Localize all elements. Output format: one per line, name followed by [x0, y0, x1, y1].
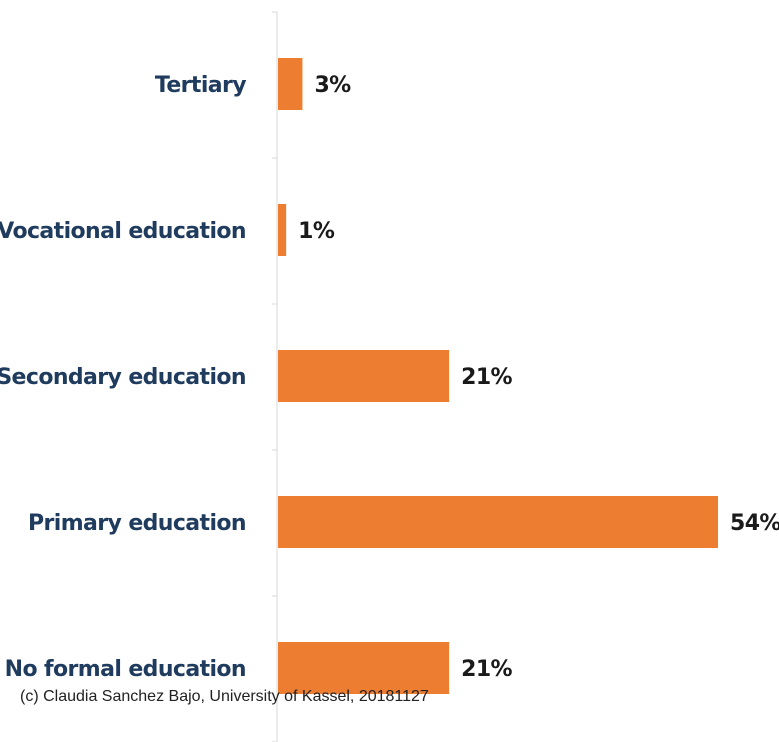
- data-label: 3%: [314, 73, 351, 98]
- bar: [278, 58, 302, 110]
- category-label: Vocational education: [0, 219, 246, 244]
- bar: [278, 350, 449, 402]
- category-label: No formal education: [5, 657, 246, 682]
- bar: [278, 496, 718, 548]
- data-label: 54%: [730, 511, 779, 536]
- data-label: 21%: [461, 365, 512, 390]
- axis-ticks: [272, 12, 277, 742]
- data-label: 1%: [298, 219, 335, 244]
- category-label: Primary education: [28, 511, 246, 536]
- copyright-text: (c) Claudia Sanchez Bajo, University of …: [20, 688, 429, 706]
- category-label: Secondary education: [0, 365, 246, 390]
- bar: [278, 642, 449, 694]
- category-labels: Tertiary Vocational education Secondary ed…: [0, 73, 246, 682]
- data-label: 21%: [461, 657, 512, 682]
- bar: [278, 204, 286, 256]
- category-label: Tertiary: [155, 73, 246, 98]
